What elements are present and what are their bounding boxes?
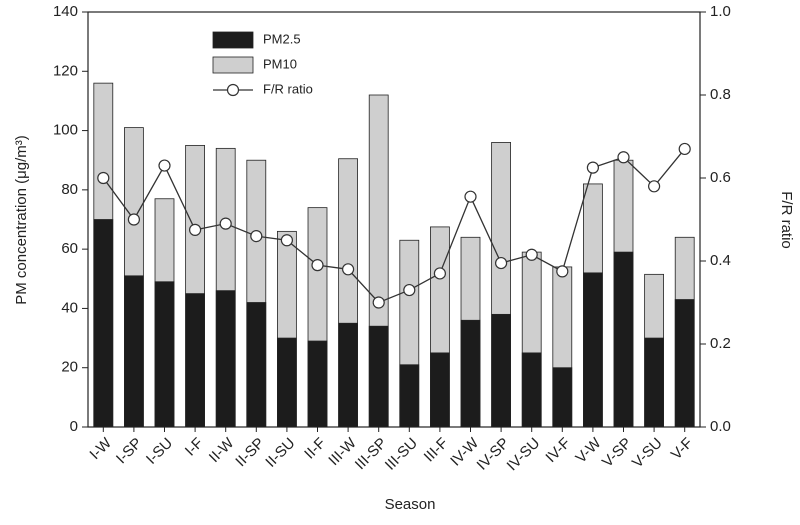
x-tick-label: II-SP	[232, 435, 268, 471]
marker	[342, 263, 355, 276]
legend-marker	[226, 83, 240, 97]
marker	[525, 248, 538, 261]
bar	[644, 337, 664, 428]
marker	[495, 256, 508, 270]
bar	[246, 302, 267, 428]
bar	[277, 337, 297, 428]
x-tick-label: II-F	[301, 435, 329, 463]
bar	[93, 219, 114, 428]
bar	[154, 281, 175, 428]
y2-tick-label: 0.8	[710, 86, 731, 103]
x-tick-label: I-SU	[143, 435, 176, 468]
marker	[586, 161, 600, 174]
x-tick-label: V-F	[668, 435, 697, 464]
x-tick-label: I-SP	[113, 435, 146, 468]
marker	[464, 190, 477, 203]
marker	[556, 265, 569, 278]
marker	[678, 142, 691, 156]
bar	[368, 325, 389, 428]
marker	[127, 213, 140, 226]
marker	[403, 283, 416, 297]
bar	[674, 299, 695, 428]
marker	[189, 223, 202, 236]
y-tick-label: 20	[61, 359, 78, 376]
bar	[399, 364, 420, 428]
x-tick-label: III-SP	[352, 435, 391, 474]
bar	[521, 352, 542, 428]
x-tick-label: II-W	[206, 434, 238, 466]
y2-tick-label: 0.4	[710, 252, 731, 269]
marker	[311, 259, 324, 272]
y2-tick-label: 1.0	[710, 3, 731, 20]
x-tick-label: IV-F	[542, 435, 573, 466]
marker	[158, 159, 171, 172]
bar	[583, 272, 603, 428]
marker	[617, 151, 630, 164]
y-tick-label: 140	[53, 3, 78, 20]
marker	[250, 230, 263, 243]
y2-tick-label: 0.0	[710, 418, 731, 435]
bar	[307, 340, 328, 428]
marker	[433, 267, 446, 280]
y-tick-label: 60	[61, 240, 78, 257]
x-tick-label: IV-SP	[474, 435, 513, 474]
x-tick-label: II-SU	[262, 435, 298, 471]
y2-tick-label: 0.6	[710, 169, 731, 186]
x-tick-label: V-W	[572, 434, 605, 467]
x-tick-label: I-W	[86, 434, 115, 463]
legend-swatch	[212, 56, 254, 74]
bar	[613, 251, 634, 428]
bar	[215, 290, 236, 428]
bar	[430, 352, 450, 428]
legend-label: PM10	[263, 56, 297, 71]
plot-frame	[87, 11, 701, 428]
bar	[552, 367, 573, 428]
bar	[124, 275, 144, 428]
x-tick-label: V-SU	[629, 435, 666, 472]
x-tick-label: I-F	[182, 435, 207, 460]
y-tick-label: 0	[70, 418, 78, 435]
x-tick-label: IV-SU	[504, 435, 544, 475]
y2-tick-label: 0.2	[710, 335, 731, 352]
y-axis-title: PM concentration (μg/m³)	[13, 135, 30, 305]
marker	[219, 217, 232, 230]
bar	[185, 293, 205, 428]
marker	[280, 234, 293, 247]
x-tick-label: III-SU	[382, 435, 421, 474]
y-tick-label: 120	[53, 62, 78, 79]
x-tick-label: V-SP	[599, 435, 635, 471]
y-tick-label: 100	[53, 122, 78, 139]
y2-axis-title: F/R ratio	[778, 191, 795, 249]
bar	[338, 322, 358, 428]
marker	[647, 180, 661, 193]
marker	[372, 296, 385, 309]
y-tick-label: 80	[61, 181, 78, 198]
x-axis-title: Season	[385, 496, 436, 513]
x-tick-label: III-F	[421, 435, 452, 466]
bar	[491, 313, 511, 428]
legend-label: PM2.5	[263, 31, 301, 46]
bar	[460, 319, 481, 428]
legend-swatch	[212, 31, 254, 49]
legend-label: F/R ratio	[263, 81, 313, 96]
marker	[97, 171, 110, 185]
y-tick-label: 40	[61, 299, 78, 316]
